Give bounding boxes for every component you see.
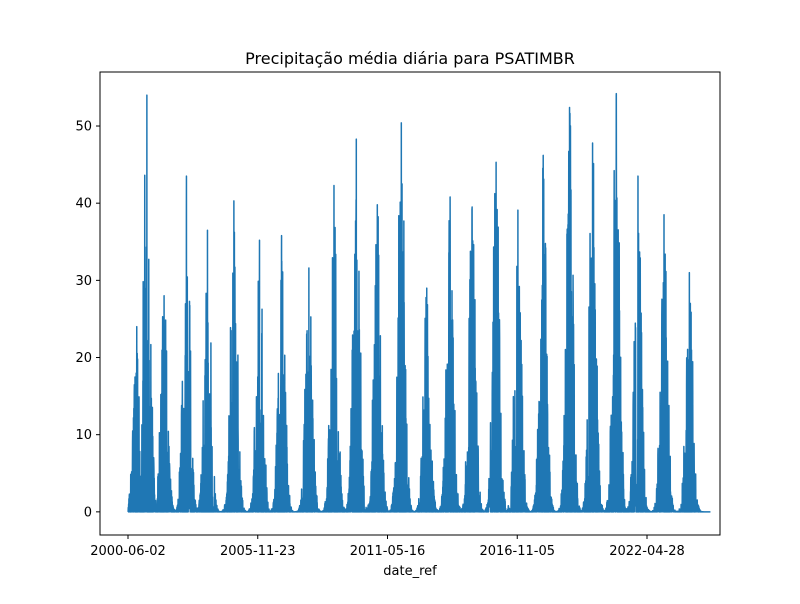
y-tick-label: 50 (75, 120, 92, 135)
y-tick-label: 10 (75, 428, 92, 443)
y-tick-label: 0 (84, 505, 92, 520)
series-line (127, 92, 712, 513)
x-tick-label: 2011-05-16 (350, 544, 426, 559)
x-tick-label: 2016-11-05 (479, 544, 555, 559)
y-tick-label: 20 (75, 351, 92, 366)
x-axis-label: date_ref (383, 564, 437, 579)
y-tick-label: 40 (75, 197, 92, 212)
x-tick-label: 2005-11-23 (220, 544, 296, 559)
series-line-group (127, 92, 712, 513)
chart-title: Precipitação média diária para PSATIMBR (245, 49, 575, 68)
axes-frame (99, 71, 721, 536)
ticks-layer: 0 10 20 30 40 50 2000-06-02 2005-11-23 2011-05-1… (75, 120, 684, 559)
series-layer (127, 92, 712, 513)
x-tick-label: 2000-06-02 (90, 544, 166, 559)
y-tick-label: 30 (75, 274, 92, 289)
x-tick-label: 2022-04-28 (609, 544, 685, 559)
